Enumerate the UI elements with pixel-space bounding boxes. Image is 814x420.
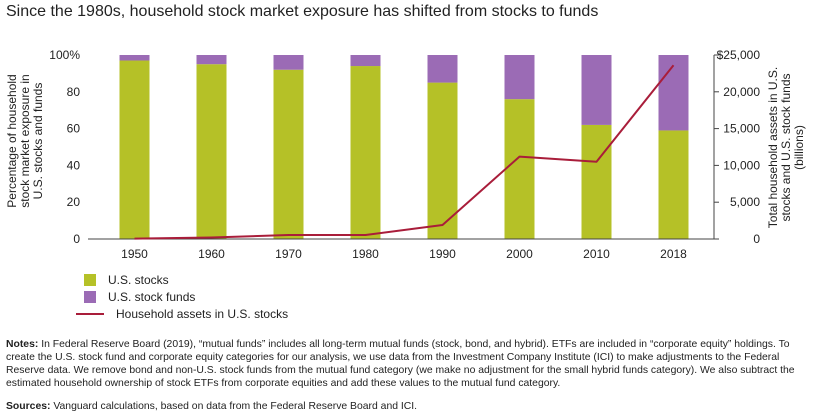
right-tick-label: 15,000 [723, 122, 760, 136]
bar-funds-2010 [581, 55, 612, 125]
bar-funds-1990 [427, 55, 458, 83]
legend: U.S. stocks U.S. stock funds Household a… [76, 272, 289, 323]
x-tick-label: 2000 [506, 247, 533, 261]
right-tick-label: $25,000 [717, 48, 761, 62]
left-tick-label: 100% [49, 48, 80, 62]
notes: Notes: In Federal Reserve Board (2019), … [6, 338, 806, 390]
left-tick-label: 60 [67, 122, 81, 136]
x-tick-label: 1990 [429, 247, 456, 261]
legend-label-stocks: U.S. stocks [108, 273, 169, 287]
legend-label-funds: U.S. stock funds [108, 290, 196, 304]
bar-funds-1960 [196, 55, 227, 65]
chart-title: Since the 1980s, household stock market … [6, 3, 599, 20]
bar-funds-1980 [350, 55, 381, 67]
notes-label: Notes: [6, 339, 39, 350]
bar-funds-2000 [504, 55, 535, 100]
legend-item-stocks: U.S. stocks [82, 272, 288, 288]
notes-text: In Federal Reserve Board (2019), “mutual… [6, 339, 795, 389]
legend-swatch-funds [84, 291, 96, 303]
sources-text: Vanguard calculations, based on data fro… [53, 401, 418, 412]
left-tick-label: 0 [73, 232, 80, 246]
legend-swatch-stocks [84, 274, 96, 286]
bar-stocks-1990 [427, 82, 458, 239]
right-axis-label: Total household assets in U.S. stocks an… [766, 66, 806, 229]
left-axis-label: Percentage of household stock market exp… [5, 74, 45, 208]
x-tick-label: 2018 [660, 247, 687, 261]
right-tick-label: 10,000 [723, 158, 760, 172]
bar-funds-1970 [273, 55, 304, 70]
right-tick-label: 20,000 [723, 85, 760, 99]
bar-stocks-2010 [581, 124, 612, 239]
left-tick-label: 20 [67, 195, 81, 209]
bar-stocks-1980 [350, 66, 381, 239]
sources-label: Sources: [6, 401, 51, 412]
legend-swatch-assets [76, 313, 104, 315]
chart-area: 1950 1960 1970 1980 1990 2000 2010 2018 0 20 40 60 8… [49, 48, 761, 261]
legend-item-assets: Household assets in U.S. stocks [76, 306, 289, 322]
bar-stocks-2000 [504, 99, 535, 239]
x-tick-label: 1960 [198, 247, 225, 261]
bar-funds-1950 [119, 55, 150, 61]
left-tick-label: 40 [67, 158, 81, 172]
right-tick-label: 0 [753, 232, 760, 246]
x-tick-label: 1950 [121, 247, 148, 261]
right-tick-label: 5,000 [730, 195, 760, 209]
bar-stocks-1970 [273, 69, 304, 239]
bar-stocks-1950 [119, 60, 150, 239]
bar-stocks-1960 [196, 64, 227, 239]
x-tick-label: 2010 [583, 247, 610, 261]
sources: Sources: Vanguard calculations, based on… [6, 401, 417, 412]
legend-label-assets: Household assets in U.S. stocks [116, 307, 289, 321]
assets-line [134, 64, 675, 240]
left-tick-label: 80 [67, 85, 81, 99]
x-tick-label: 1980 [352, 247, 379, 261]
bar-funds-2018 [658, 55, 689, 131]
x-tick-label: 1970 [275, 247, 302, 261]
legend-item-funds: U.S. stock funds [82, 289, 288, 305]
bar-stocks-2018 [658, 130, 689, 239]
